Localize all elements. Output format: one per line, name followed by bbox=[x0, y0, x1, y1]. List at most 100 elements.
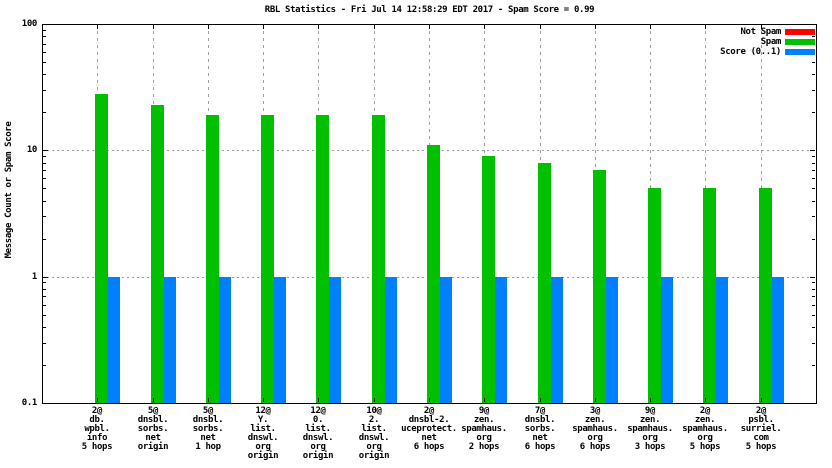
y-minor-tick bbox=[43, 289, 46, 290]
y-minor-tick bbox=[43, 282, 46, 283]
y-major-tick bbox=[43, 24, 48, 25]
x-tick bbox=[263, 25, 264, 29]
x-tick bbox=[761, 25, 762, 29]
y-tick-label: 10 bbox=[26, 145, 37, 155]
bar-spam bbox=[316, 115, 329, 403]
bar-spam bbox=[95, 94, 108, 403]
bar-spam bbox=[482, 156, 495, 403]
y-minor-tick bbox=[43, 216, 46, 217]
bar-score-0-1 bbox=[661, 277, 673, 403]
y-minor-tick bbox=[812, 343, 815, 344]
x-category-label: 2@ psbl. surriel. com 5 hops bbox=[740, 406, 782, 452]
y-minor-tick bbox=[812, 201, 815, 202]
y-minor-tick bbox=[43, 201, 46, 202]
y-minor-tick bbox=[812, 315, 815, 316]
x-tick bbox=[318, 25, 319, 29]
y-minor-tick bbox=[43, 365, 46, 366]
y-tick-label: 100 bbox=[21, 19, 38, 29]
y-major-tick bbox=[43, 403, 48, 404]
x-tick bbox=[97, 398, 98, 402]
y-minor-tick bbox=[43, 44, 46, 45]
x-tick bbox=[429, 398, 430, 402]
bar-score-0-1 bbox=[606, 277, 618, 403]
x-category-label: 9@ zen. spamhaus. org 2 hops bbox=[461, 406, 507, 452]
x-category-label: 3@ zen. spamhaus. org 6 hops bbox=[572, 406, 618, 452]
y-minor-tick bbox=[43, 170, 46, 171]
bar-spam bbox=[151, 105, 164, 403]
plot-frame bbox=[42, 24, 817, 404]
x-category-label: 2@ dnsbl-2. uceprotect. net 6 hops bbox=[401, 406, 457, 452]
x-tick bbox=[208, 25, 209, 29]
bar-score-0-1 bbox=[495, 277, 507, 403]
y-minor-tick bbox=[812, 36, 815, 37]
x-tick bbox=[374, 398, 375, 402]
legend-swatch-not-spam bbox=[785, 29, 815, 35]
bar-spam bbox=[538, 163, 551, 403]
y-minor-tick bbox=[43, 36, 46, 37]
x-tick bbox=[263, 398, 264, 402]
y-minor-tick bbox=[812, 156, 815, 157]
x-tick bbox=[484, 25, 485, 29]
bar-spam bbox=[759, 188, 772, 403]
bar-score-0-1 bbox=[385, 277, 397, 403]
bar-spam bbox=[206, 115, 219, 403]
y-minor-tick bbox=[812, 170, 815, 171]
bar-score-0-1 bbox=[329, 277, 341, 403]
y-major-tick bbox=[43, 150, 48, 151]
y-minor-tick bbox=[812, 163, 815, 164]
y-minor-tick bbox=[812, 239, 815, 240]
x-tick bbox=[374, 25, 375, 29]
y-minor-tick bbox=[43, 315, 46, 316]
y-tick-label: 0.1 bbox=[21, 398, 38, 408]
x-tick bbox=[153, 25, 154, 29]
x-category-label: 2@ db. wpbl. info 5 hops bbox=[81, 406, 113, 452]
y-minor-tick bbox=[812, 188, 815, 189]
x-tick bbox=[153, 398, 154, 402]
bar-score-0-1 bbox=[551, 277, 563, 403]
y-major-tick bbox=[810, 24, 815, 25]
legend-label: Spam bbox=[760, 37, 782, 47]
bar-spam bbox=[261, 115, 274, 403]
y-minor-tick bbox=[43, 30, 46, 31]
y-minor-tick bbox=[43, 74, 46, 75]
bar-score-0-1 bbox=[219, 277, 231, 403]
x-category-label: 9@ zen. spamhaus. org 3 hops bbox=[627, 406, 673, 452]
y-minor-tick bbox=[43, 343, 46, 344]
y-minor-tick bbox=[43, 188, 46, 189]
y-minor-tick bbox=[812, 178, 815, 179]
x-tick bbox=[484, 398, 485, 402]
bar-spam bbox=[648, 188, 661, 403]
x-category-label: 12@ 0. list. dnswl. org origin bbox=[302, 406, 334, 461]
x-tick bbox=[540, 25, 541, 29]
y-minor-tick bbox=[43, 327, 46, 328]
x-tick bbox=[761, 398, 762, 402]
legend-swatch-score-0-1 bbox=[785, 49, 815, 55]
y-minor-tick bbox=[812, 305, 815, 306]
x-tick bbox=[705, 25, 706, 29]
y-minor-tick bbox=[43, 305, 46, 306]
x-tick bbox=[540, 398, 541, 402]
y-minor-tick bbox=[812, 289, 815, 290]
x-category-label: 5@ dnsbl. sorbs. net 1 hop bbox=[192, 406, 224, 452]
x-tick bbox=[97, 25, 98, 29]
y-minor-tick bbox=[43, 62, 46, 63]
bar-score-0-1 bbox=[772, 277, 784, 403]
bar-spam bbox=[593, 170, 606, 403]
y-major-tick bbox=[810, 150, 815, 151]
y-minor-tick bbox=[812, 74, 815, 75]
legend-item-score-0-1: Score (0..1) bbox=[720, 47, 815, 57]
y-minor-tick bbox=[812, 282, 815, 283]
x-tick bbox=[208, 398, 209, 402]
x-tick bbox=[318, 398, 319, 402]
y-minor-tick bbox=[43, 112, 46, 113]
bar-score-0-1 bbox=[274, 277, 286, 403]
y-minor-tick bbox=[812, 296, 815, 297]
bar-score-0-1 bbox=[108, 277, 120, 403]
bar-spam bbox=[427, 145, 440, 403]
y-minor-tick bbox=[43, 52, 46, 53]
y-minor-tick bbox=[43, 156, 46, 157]
x-tick bbox=[429, 25, 430, 29]
legend: Not Spam Spam Score (0..1) bbox=[720, 27, 815, 57]
y-tick-label: 1 bbox=[31, 272, 37, 282]
